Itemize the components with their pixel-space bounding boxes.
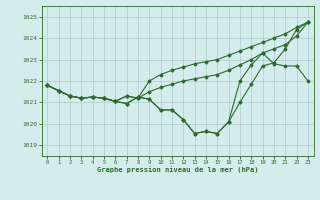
X-axis label: Graphe pression niveau de la mer (hPa): Graphe pression niveau de la mer (hPa) [97,167,258,173]
